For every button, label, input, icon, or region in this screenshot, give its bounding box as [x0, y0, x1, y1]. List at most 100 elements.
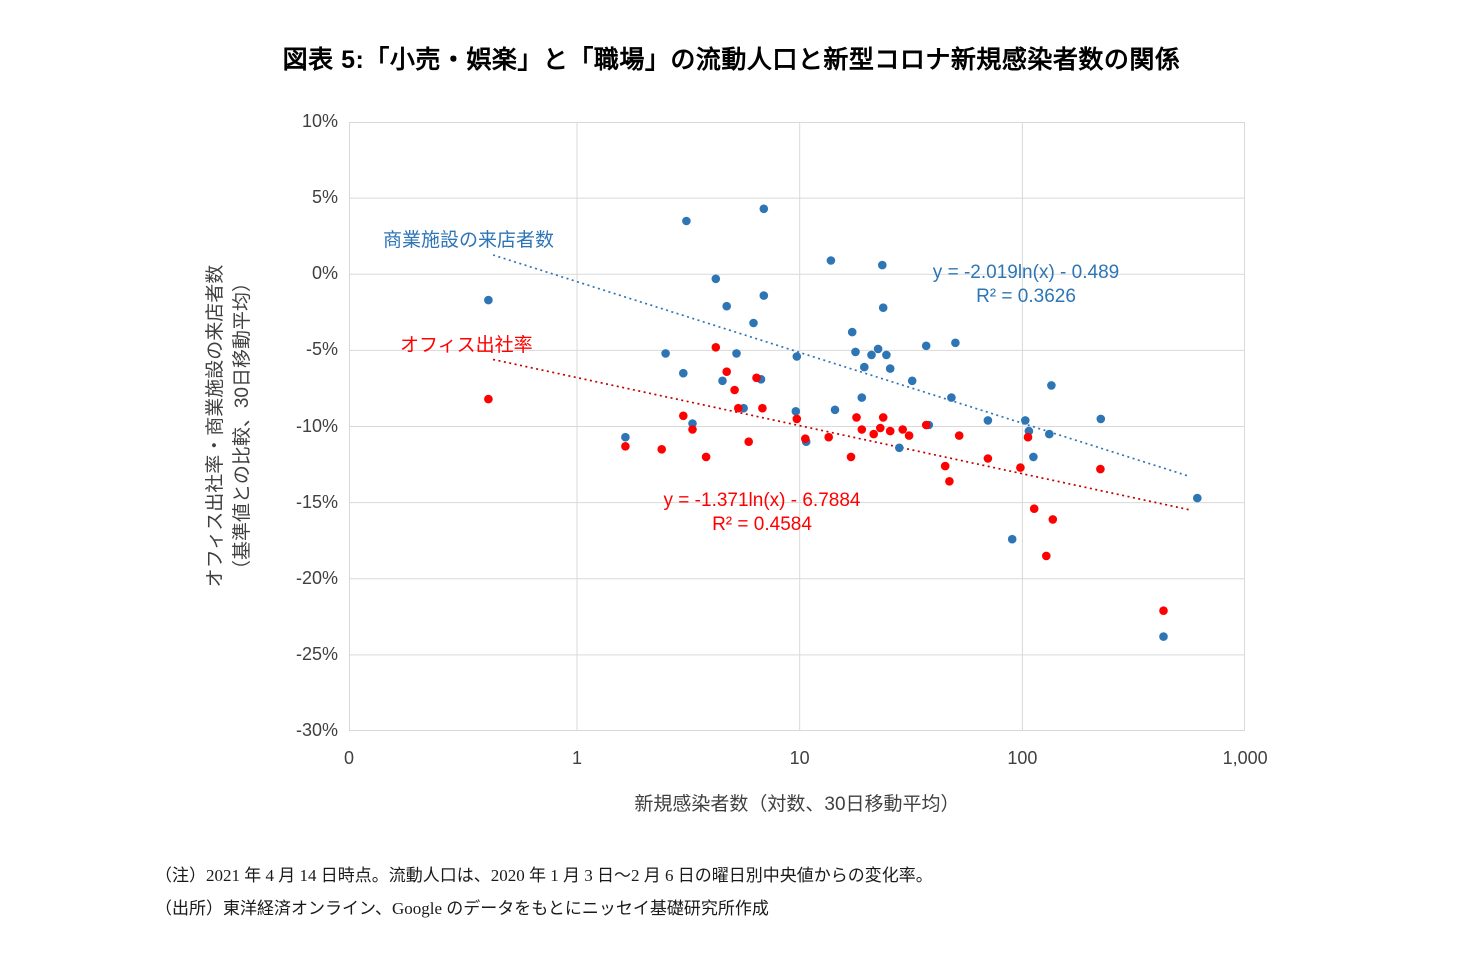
data-point-office — [688, 425, 697, 434]
y-tick-label: 10% — [301, 111, 338, 131]
data-point-retail — [1007, 534, 1017, 544]
data-point-office — [1159, 606, 1168, 615]
trend-equation-blue: y = -2.019ln(x) - 0.489 R² = 0.3626 — [876, 261, 1176, 309]
data-point-retail — [947, 393, 956, 402]
data-point-retail — [847, 327, 857, 337]
y-axis-title-line1: オフィス出社率・商業施設の来店者数 — [205, 264, 226, 588]
data-point-retail — [867, 350, 876, 360]
data-point-office — [885, 426, 895, 436]
data-point-retail — [1193, 493, 1202, 503]
data-point-office — [954, 431, 964, 440]
data-point-office — [1029, 504, 1039, 513]
y-tick-label: -30% — [295, 720, 338, 740]
y-tick-label: -10% — [295, 415, 338, 436]
trendline-office — [492, 358, 1190, 511]
x-tick-label: 1,000 — [1222, 748, 1268, 768]
series-label-retail: 商業施設の来店者数 — [383, 230, 555, 251]
data-point-office — [869, 429, 878, 439]
data-point-office — [1096, 464, 1105, 474]
data-point-retail — [826, 256, 836, 265]
y-tick-label: -25% — [295, 643, 338, 664]
data-point-office — [898, 425, 907, 434]
data-point-office — [730, 385, 739, 395]
data-point-retail — [759, 291, 769, 300]
data-point-retail — [688, 419, 697, 428]
data-point-office — [1042, 551, 1051, 561]
data-point-office — [1016, 463, 1025, 472]
y-tick-label: -20% — [295, 567, 338, 588]
data-point-retail — [484, 295, 493, 305]
data-point-office — [744, 437, 753, 447]
y-tick-label: 5% — [311, 187, 338, 208]
data-point-office — [904, 431, 914, 440]
x-tick-label: 10 — [789, 748, 810, 768]
trend-equation-blue-formula: y = -2.019ln(x) - 0.489 — [932, 262, 1120, 283]
chart-title: 図表 5:「小売・娯楽」と「職場」の流動人口と新型コロナ新規感染者数の関係 — [282, 46, 1181, 74]
data-point-retail — [621, 432, 630, 442]
y-tick-label: 0% — [311, 263, 338, 284]
data-point-retail — [921, 341, 931, 351]
data-point-retail — [951, 338, 960, 348]
data-point-retail — [1029, 452, 1038, 462]
data-point-office — [846, 452, 856, 462]
trend-equation-red: y = -1.371ln(x) - 6.7884 R² = 0.4584 — [612, 489, 912, 537]
data-point-office — [758, 403, 767, 413]
data-point-retail — [661, 349, 670, 358]
data-point-office — [824, 432, 833, 442]
data-point-retail — [1021, 416, 1030, 425]
data-point-retail — [722, 301, 731, 311]
data-point-retail — [679, 368, 688, 378]
data-point-office — [701, 452, 711, 462]
x-tick-label: 0 — [343, 748, 354, 768]
data-point-retail — [857, 393, 867, 402]
plot-border — [349, 122, 1245, 731]
data-point-office — [983, 454, 993, 463]
data-point-office — [734, 403, 743, 413]
data-point-office — [878, 413, 888, 422]
data-point-office — [876, 423, 885, 433]
data-point-retail — [749, 318, 758, 328]
data-point-retail — [711, 274, 721, 284]
data-point-office — [752, 373, 761, 383]
data-point-retail — [830, 405, 840, 415]
data-point-office — [657, 445, 666, 454]
data-point-retail — [732, 349, 741, 358]
y-tick-label: -15% — [295, 491, 338, 512]
data-point-retail — [885, 364, 895, 373]
x-tick-label: 100 — [1007, 748, 1038, 768]
data-point-retail — [851, 347, 860, 357]
data-point-retail — [895, 443, 904, 453]
data-point-office — [1023, 432, 1033, 442]
data-point-retail — [860, 362, 869, 372]
scatter-plot-area — [349, 122, 1245, 731]
data-point-office — [921, 420, 931, 430]
trendline-retail — [492, 254, 1190, 478]
x-tick-label: 1 — [571, 748, 582, 768]
data-point-retail — [873, 344, 883, 354]
data-point-office — [722, 367, 731, 376]
data-point-retail — [878, 260, 887, 270]
trend-equation-red-r2: R² = 0.4584 — [712, 514, 812, 535]
footnote-source-note: （注）2021 年 4 月 14 日時点。流動人口は、2020 年 1 月 3 … — [155, 866, 933, 885]
footnote-source-credit: （出所）東洋経済オンライン、Google のデータをもとにニッセイ基礎研究所作成 — [155, 899, 769, 918]
data-point-office — [852, 413, 861, 422]
data-point-office — [679, 411, 688, 421]
data-point-retail — [882, 350, 891, 360]
data-point-retail — [1045, 429, 1054, 439]
data-point-office — [857, 425, 867, 434]
data-point-retail — [759, 204, 769, 214]
data-point-retail — [718, 376, 727, 386]
trend-equation-blue-r2: R² = 0.3626 — [976, 286, 1076, 307]
data-point-office — [792, 414, 802, 424]
data-point-office — [621, 442, 630, 451]
data-point-retail — [791, 407, 801, 416]
data-point-retail — [1096, 414, 1106, 424]
y-tick-label: -5% — [305, 339, 338, 360]
data-point-retail — [983, 416, 993, 425]
data-point-office — [945, 477, 954, 486]
trend-equation-red-formula: y = -1.371ln(x) - 6.7884 — [663, 490, 861, 511]
series-label-office: オフィス出社率 — [400, 335, 533, 356]
data-point-office — [940, 461, 950, 471]
data-point-retail — [907, 376, 917, 386]
